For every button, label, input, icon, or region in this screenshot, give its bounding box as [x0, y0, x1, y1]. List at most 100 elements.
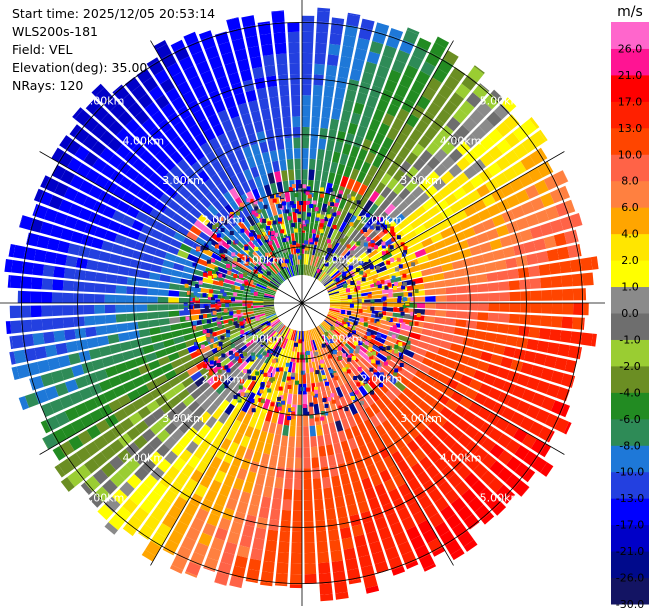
ray-gate: [396, 108, 410, 122]
ray-gate: [247, 133, 258, 146]
ray-gate: [307, 265, 312, 276]
ray-gate: [249, 253, 260, 263]
ray-gate: [125, 167, 140, 181]
ray-gate: [88, 211, 102, 225]
ray-gate: [381, 288, 393, 294]
ray-gate: [67, 452, 83, 469]
ray-gate: [246, 471, 257, 484]
ray-gate: [367, 324, 379, 332]
ray-gate: [124, 151, 139, 166]
ray-gate: [536, 251, 549, 264]
noise-speckle: [247, 375, 252, 380]
noise-speckle: [313, 393, 318, 398]
noise-speckle: [360, 239, 365, 244]
ray-gate: [277, 259, 285, 270]
ray-gate: [264, 353, 273, 364]
ray-gate: [300, 331, 302, 342]
ray-gate: [421, 357, 434, 368]
ray-gate: [207, 204, 219, 216]
ray-gate: [303, 330, 306, 342]
ray-gate: [501, 209, 515, 223]
ray-gate: [116, 275, 128, 285]
ray-gate: [464, 425, 479, 439]
ray-gate: [406, 27, 420, 35]
noise-speckle: [226, 329, 231, 334]
ray-gate: [276, 273, 285, 283]
ray-gate: [302, 15, 315, 22]
ray-gate: [127, 321, 139, 331]
noise-speckle: [209, 289, 214, 294]
ray-gate: [142, 180, 156, 194]
ray-gate: [519, 314, 531, 325]
ray-gate: [16, 364, 30, 379]
ray-gate: [231, 162, 242, 175]
ray-gate: [429, 258, 442, 268]
ray-gate: [251, 428, 261, 441]
ray-gate: [298, 373, 302, 384]
ray-gate: [521, 487, 530, 497]
ray-gate: [497, 450, 513, 466]
ray-gate: [227, 531, 240, 545]
azimuth-spoke: [39, 151, 303, 304]
noise-speckle: [198, 280, 203, 285]
ray-gate: [407, 337, 420, 347]
ray-gate: [275, 335, 283, 346]
ray-gate: [418, 363, 431, 374]
ray-gate: [262, 364, 271, 376]
ray-gate: [223, 278, 235, 285]
ray-gate: [369, 142, 381, 155]
ray-gate: [157, 458, 172, 473]
ray-gate: [377, 122, 390, 136]
ray-gate: [435, 295, 447, 302]
ray-gate: [459, 374, 473, 387]
ray-gate: [242, 300, 253, 303]
ray-gate: [446, 294, 457, 302]
ray-gate: [161, 103, 176, 118]
noise-speckle: [360, 298, 365, 303]
noise-speckle: [250, 288, 255, 293]
ray-gate: [419, 149, 433, 164]
noise-speckle: [236, 310, 241, 314]
ray-gate: [254, 527, 267, 540]
ray-gate: [393, 303, 405, 308]
ray-gate: [406, 412, 419, 425]
ray-gate: [242, 217, 252, 229]
ray-gate: [309, 158, 316, 170]
ray-gate: [255, 285, 266, 292]
noise-speckle: [319, 223, 324, 228]
ray-gate: [213, 395, 225, 407]
ray-gate: [249, 460, 260, 474]
ray-gate: [357, 500, 370, 514]
noise-speckle: [204, 319, 209, 324]
noise-speckle: [266, 381, 271, 386]
ray-gate: [44, 385, 59, 401]
ray-gate: [133, 450, 148, 465]
noise-speckle: [226, 333, 231, 338]
ray-gate: [343, 450, 354, 463]
ray-gate: [455, 382, 469, 395]
noise-speckle: [239, 274, 243, 279]
ray-gate: [254, 176, 263, 188]
ray-gate: [520, 155, 536, 171]
noise-speckle: [319, 229, 324, 234]
ray-gate: [193, 446, 207, 460]
noise-speckle: [332, 212, 337, 217]
ray-gate: [228, 246, 239, 256]
ray-gate: [580, 257, 593, 271]
ray-gate: [360, 161, 371, 174]
noise-speckle: [372, 351, 376, 356]
ray-gate: [115, 313, 127, 323]
ray-gate: [193, 219, 206, 231]
ray-gate: [115, 285, 127, 294]
ray-gate: [64, 379, 79, 393]
ray-gate: [117, 448, 132, 464]
noise-speckle: [287, 385, 292, 389]
ray-gate: [159, 274, 171, 283]
ray-gate: [137, 320, 149, 329]
ray-gate: [464, 387, 478, 400]
noise-speckle: [416, 313, 421, 318]
ray-gate: [310, 372, 315, 384]
ray-gate: [175, 342, 187, 351]
ray-gate: [478, 168, 493, 183]
noise-speckle: [324, 332, 329, 336]
